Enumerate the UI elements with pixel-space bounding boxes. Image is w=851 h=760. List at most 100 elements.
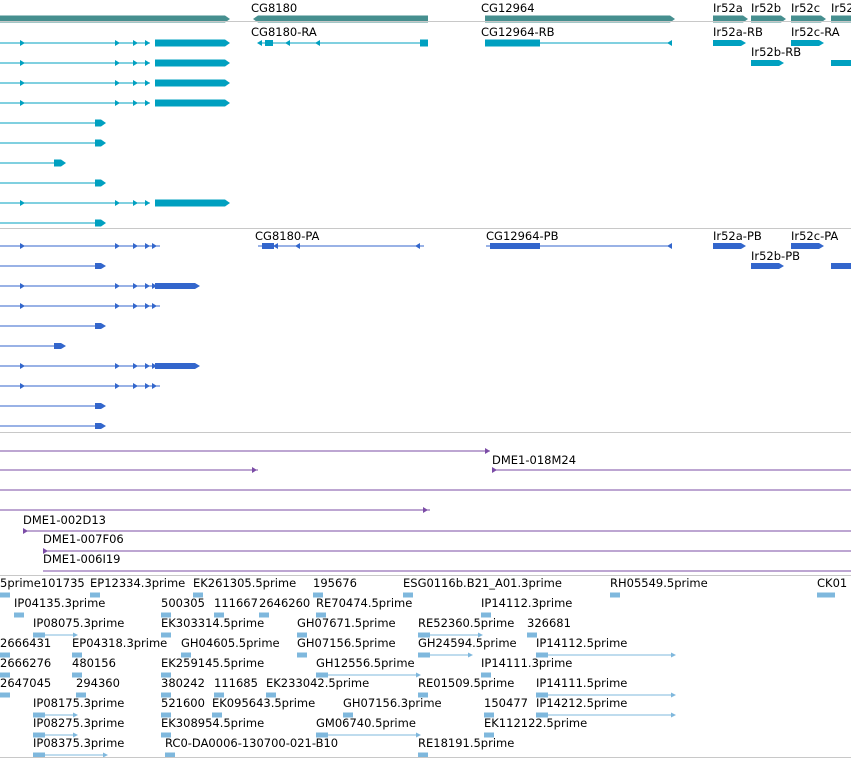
est-feature[interactable]: [161, 632, 171, 638]
est-label[interactable]: EK233042.5prime: [266, 676, 370, 690]
exon-arrow-icon[interactable]: [115, 40, 120, 46]
est-label[interactable]: CK01: [817, 576, 848, 590]
est-label[interactable]: 2646260: [259, 596, 311, 610]
est-label[interactable]: 480156: [72, 656, 116, 670]
exon-block[interactable]: [95, 423, 101, 429]
strand-arrow-icon[interactable]: [416, 672, 421, 678]
strand-arrow-icon[interactable]: [779, 263, 784, 269]
est-label[interactable]: RE18191.5prime: [418, 736, 515, 750]
exon-arrow-icon[interactable]: [133, 283, 138, 289]
est-label[interactable]: GM06740.5prime: [316, 716, 416, 730]
est-label[interactable]: GH07671.5prime: [297, 616, 396, 630]
est-label[interactable]: 111685: [214, 676, 258, 690]
exon-arrow-icon[interactable]: [145, 80, 150, 86]
exon-arrow-icon[interactable]: [115, 100, 120, 106]
exon-arrow-icon[interactable]: [20, 60, 25, 66]
strand-arrow-icon[interactable]: [670, 15, 675, 23]
est-label[interactable]: IP08375.3prime: [33, 736, 125, 750]
est-label[interactable]: 2647045: [0, 676, 52, 690]
est-feature[interactable]: [33, 632, 45, 638]
est-feature[interactable]: [484, 712, 494, 718]
est-feature[interactable]: [817, 592, 835, 598]
exon-block[interactable]: [54, 343, 61, 349]
est-feature[interactable]: [0, 672, 10, 678]
strand-arrow-icon[interactable]: [781, 15, 786, 23]
est-label[interactable]: GH12556.5prime: [316, 656, 415, 670]
est-feature[interactable]: [316, 612, 326, 618]
est-feature[interactable]: [193, 592, 203, 598]
exon-arrow-icon[interactable]: [115, 200, 120, 206]
exon-block[interactable]: [420, 39, 428, 47]
exon-arrow-icon[interactable]: [115, 283, 120, 289]
strand-arrow-icon[interactable]: [423, 507, 428, 513]
strand-arrow-icon[interactable]: [225, 199, 230, 207]
exon-arrow-icon[interactable]: [145, 363, 150, 369]
exon-block[interactable]: [95, 263, 101, 269]
exon-arrow-icon[interactable]: [152, 243, 157, 249]
gene-feature[interactable]: [0, 15, 225, 23]
exon-arrow-icon[interactable]: [20, 100, 25, 106]
exon-block[interactable]: [262, 243, 274, 249]
est-label[interactable]: IP14111.3prime: [481, 656, 573, 670]
exon-arrow-icon[interactable]: [20, 363, 25, 369]
strand-arrow-icon[interactable]: [101, 263, 106, 269]
strand-arrow-icon[interactable]: [195, 363, 200, 369]
exon-block[interactable]: [791, 40, 819, 46]
est-label[interactable]: EK259145.5prime: [161, 656, 265, 670]
transcript-label-cg8180-ra[interactable]: CG8180-RA: [251, 25, 317, 39]
exon-block[interactable]: [155, 59, 225, 67]
est-label[interactable]: IP14112.5prime: [536, 636, 628, 650]
exon-arrow-icon[interactable]: [152, 383, 157, 389]
transcript-label-ir52b-rb[interactable]: Ir52b-RB: [751, 45, 802, 59]
est-label[interactable]: 500305: [161, 596, 205, 610]
exon-arrow-icon[interactable]: [145, 243, 150, 249]
est-label[interactable]: 5prime101735: [0, 576, 85, 590]
exon-block[interactable]: [95, 139, 101, 147]
est-feature[interactable]: [161, 732, 171, 738]
est-label[interactable]: RH05549.5prime: [610, 576, 708, 590]
exon-arrow-icon[interactable]: [415, 243, 420, 249]
est-label[interactable]: GH07156.3prime: [343, 696, 442, 710]
exon-block[interactable]: [791, 243, 819, 249]
est-feature[interactable]: [343, 712, 353, 718]
strand-arrow-icon[interactable]: [743, 15, 748, 23]
est-label[interactable]: EK308954.5prime: [161, 716, 265, 730]
gene-feature[interactable]: [791, 15, 821, 23]
strand-arrow-icon[interactable]: [73, 632, 78, 638]
strand-arrow-icon[interactable]: [103, 752, 108, 758]
exon-arrow-icon[interactable]: [115, 363, 120, 369]
exon-arrow-icon[interactable]: [133, 303, 138, 309]
strand-arrow-icon[interactable]: [23, 528, 28, 534]
est-feature[interactable]: [76, 692, 86, 698]
est-label[interactable]: 2666276: [0, 656, 52, 670]
est-label[interactable]: RE01509.5prime: [418, 676, 515, 690]
exon-block[interactable]: [155, 79, 225, 87]
exon-block[interactable]: [831, 263, 851, 269]
strand-arrow-icon[interactable]: [225, 39, 230, 47]
est-label[interactable]: IP08275.3prime: [33, 716, 125, 730]
exon-arrow-icon[interactable]: [20, 243, 25, 249]
est-feature[interactable]: [0, 692, 10, 698]
est-feature[interactable]: [536, 652, 548, 658]
strand-arrow-icon[interactable]: [819, 40, 824, 46]
est-feature[interactable]: [181, 652, 191, 658]
est-label[interactable]: RE52360.5prime: [418, 616, 515, 630]
protein-label-cg8180-pa[interactable]: CG8180-PA: [255, 229, 320, 243]
exon-block[interactable]: [155, 363, 195, 369]
exon-block[interactable]: [490, 243, 540, 249]
est-feature[interactable]: [165, 752, 175, 758]
exon-arrow-icon[interactable]: [145, 303, 150, 309]
strand-arrow-icon[interactable]: [485, 448, 490, 454]
exon-arrow-icon[interactable]: [20, 200, 25, 206]
est-feature[interactable]: [481, 672, 491, 678]
gene-label-ir52-partial[interactable]: Ir52: [831, 1, 851, 15]
est-label[interactable]: ESG0116b.B21_A01.3prime: [403, 576, 562, 590]
exon-arrow-icon[interactable]: [273, 243, 278, 249]
strand-arrow-icon[interactable]: [101, 119, 106, 127]
est-label[interactable]: 150477: [484, 696, 528, 710]
est-label[interactable]: RE70474.5prime: [316, 596, 413, 610]
clone-label[interactable]: DME1-007F06: [43, 532, 124, 546]
exon-arrow-icon[interactable]: [133, 40, 138, 46]
exon-arrow-icon[interactable]: [133, 383, 138, 389]
strand-arrow-icon[interactable]: [671, 652, 676, 658]
